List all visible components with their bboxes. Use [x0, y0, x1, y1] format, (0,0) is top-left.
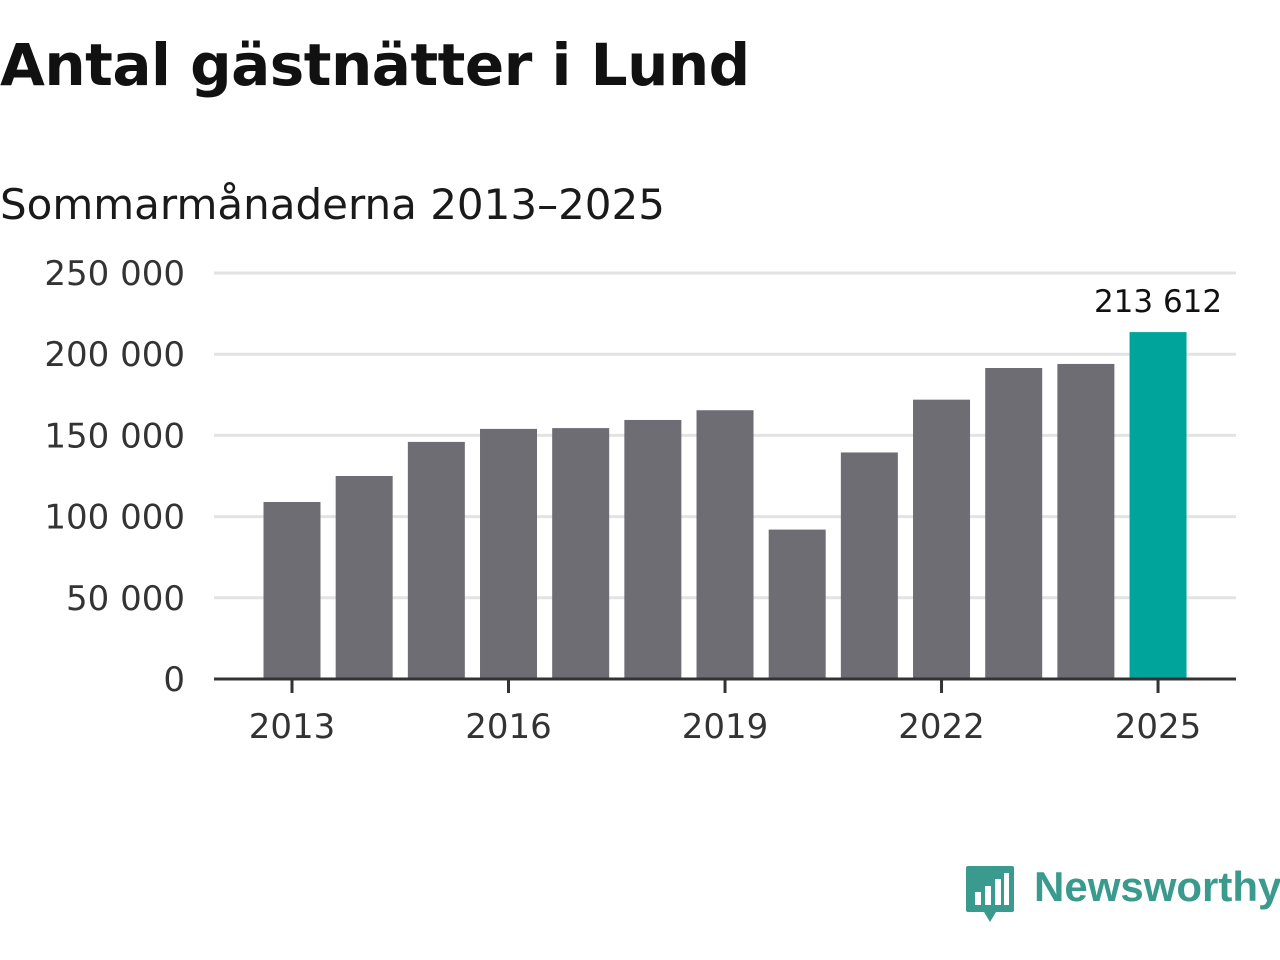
x-axis	[214, 677, 1236, 693]
bar-2018	[624, 419, 682, 679]
bar-chart-speech-bubble-icon	[966, 866, 1014, 922]
labels: 0 50 000 100 000 150 000 200 000 250 000 2013 2…	[44, 254, 1222, 747]
bar-2021	[840, 452, 898, 679]
data-label: 213 612	[1094, 284, 1222, 320]
bar-2016	[480, 428, 538, 679]
bar-2014	[335, 476, 393, 679]
x-tick-label: 2013	[249, 707, 336, 747]
y-tick-label: 50 000	[66, 579, 185, 619]
bar-2024	[1057, 363, 1115, 679]
y-tick-label: 100 000	[44, 498, 185, 538]
chart-title: Antal gästnätter i Lund	[0, 31, 750, 99]
y-tick-label: 250 000	[44, 254, 185, 294]
bar-2023	[985, 368, 1043, 679]
y-tick-label: 0	[163, 660, 185, 700]
y-tick-label: 200 000	[44, 335, 185, 375]
bar-2022	[913, 399, 971, 679]
x-tick-label: 2016	[465, 707, 552, 747]
bar-2020	[768, 529, 826, 679]
bar-2015	[407, 441, 465, 679]
chart-subtitle: Sommarmånaderna 2013–2025	[0, 180, 665, 229]
brand-name: Newsworthy	[1034, 863, 1280, 910]
bar-2017	[552, 428, 610, 679]
newsworthy-logo: Newsworthy	[964, 864, 1280, 926]
x-tick-label: 2022	[898, 707, 985, 747]
bar-2013	[263, 501, 321, 679]
x-tick-label: 2019	[682, 707, 769, 747]
bars	[263, 332, 1187, 679]
bar-2025	[1129, 332, 1187, 679]
y-tick-label: 150 000	[44, 416, 185, 456]
x-tick-label: 2025	[1115, 707, 1202, 747]
bar-2019	[696, 410, 754, 679]
